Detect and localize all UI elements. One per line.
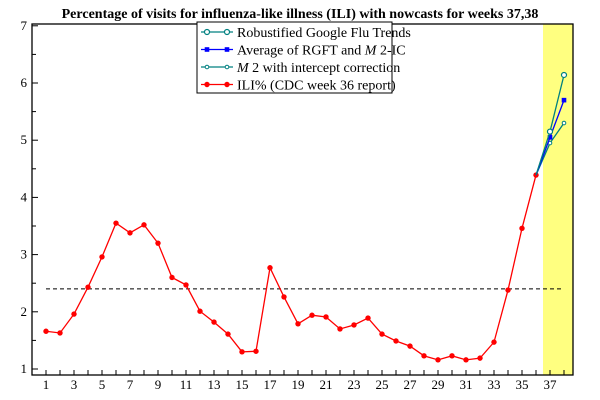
legend-text: Average of RGFT and — [237, 44, 365, 59]
x-tick-label: 7 — [127, 377, 134, 392]
data-point — [99, 254, 105, 260]
legend: Robustified Google Flu Trends Average of … — [196, 21, 411, 94]
legend-box — [196, 21, 393, 94]
legend-label: Average of RGFT and M 2-IC — [237, 44, 406, 59]
legend-text-italic: M — [364, 44, 378, 59]
chart-title: Percentage of visits for influenza-like … — [62, 7, 539, 22]
legend-text: 2-IC — [376, 44, 405, 59]
x-tick-label: 33 — [488, 377, 501, 392]
data-point — [505, 287, 511, 293]
y-tick-label: 4 — [21, 189, 28, 204]
legend-marker — [224, 64, 230, 70]
data-point — [477, 355, 483, 361]
x-tick-label: 23 — [348, 377, 361, 392]
x-tick-label: 3 — [71, 377, 78, 392]
y-tick-label: 5 — [21, 132, 28, 147]
legend-label: Robustified Google Flu Trends — [237, 26, 411, 41]
legend-marker — [204, 81, 210, 88]
data-point — [155, 240, 161, 246]
data-point — [463, 357, 469, 363]
legend-marker — [204, 64, 210, 70]
legend-marker — [204, 47, 210, 52]
x-tick-label: 17 — [264, 377, 278, 392]
series-group — [43, 71, 568, 363]
data-point — [85, 284, 91, 290]
data-point — [253, 348, 259, 354]
x-tick-label: 15 — [236, 377, 249, 392]
legend-text: Robustified Google Flu Trends — [237, 26, 411, 41]
data-point — [141, 222, 147, 228]
legend-marker — [224, 81, 230, 88]
data-point — [197, 308, 203, 314]
data-point — [519, 225, 525, 231]
x-tick-label: 27 — [404, 377, 418, 392]
data-point — [323, 314, 329, 320]
x-tick-label: 31 — [460, 377, 473, 392]
series-0 — [535, 71, 568, 176]
data-point — [71, 311, 77, 317]
x-tick-label: 5 — [99, 377, 106, 392]
x-tick-label: 29 — [432, 377, 445, 392]
data-point — [560, 71, 568, 79]
x-tick-label: 37 — [544, 377, 558, 392]
data-point — [337, 326, 343, 332]
x-tick-label: 19 — [292, 377, 305, 392]
data-point — [113, 220, 119, 226]
data-point — [547, 135, 553, 140]
data-point — [281, 294, 287, 300]
legend-text-italic: M — [236, 61, 250, 76]
legend-text: ILI% (CDC week 36 report) — [237, 79, 396, 94]
data-point — [127, 230, 133, 236]
data-point — [309, 312, 315, 318]
data-point — [183, 282, 189, 288]
data-point — [407, 343, 413, 349]
series-3 — [43, 172, 539, 363]
legend-label: ILI% (CDC week 36 report) — [237, 79, 396, 94]
data-point — [435, 357, 441, 363]
legend-marker — [224, 47, 230, 52]
x-tick-label: 25 — [376, 377, 389, 392]
x-tick-label: 1 — [43, 377, 50, 392]
series-2 — [535, 120, 567, 176]
x-tick-label: 21 — [320, 377, 333, 392]
x-tick-label: 13 — [208, 377, 221, 392]
y-tick-label: 2 — [21, 304, 28, 319]
data-point — [295, 321, 301, 327]
data-point — [491, 339, 497, 345]
data-point — [57, 330, 63, 336]
data-point — [239, 349, 245, 355]
y-tick-label: 6 — [21, 75, 28, 90]
data-point — [365, 315, 371, 321]
data-point — [449, 353, 455, 359]
legend-label: M 2 with intercept correction — [236, 61, 400, 76]
data-point — [421, 353, 427, 359]
data-point — [351, 322, 357, 328]
x-tick-label: 9 — [155, 377, 162, 392]
legend-text: 2 with intercept correction — [249, 61, 401, 76]
data-point — [379, 331, 385, 337]
data-point — [561, 97, 567, 103]
legend-marker — [223, 28, 231, 36]
data-point — [169, 274, 175, 281]
data-point — [267, 265, 273, 271]
data-point — [43, 328, 49, 334]
series-line — [45, 174, 537, 361]
x-tick-label: 11 — [180, 377, 193, 392]
nowcast-highlight — [543, 24, 573, 375]
data-point — [393, 338, 399, 344]
data-point — [225, 331, 231, 337]
legend-marker — [203, 28, 211, 36]
x-tick-label: 35 — [516, 377, 529, 392]
data-point — [561, 120, 567, 126]
data-point — [211, 319, 217, 325]
data-point — [546, 128, 554, 135]
y-tick-label: 3 — [21, 247, 28, 262]
y-tick-label: 1 — [21, 361, 28, 376]
y-tick-label: 7 — [21, 18, 28, 33]
